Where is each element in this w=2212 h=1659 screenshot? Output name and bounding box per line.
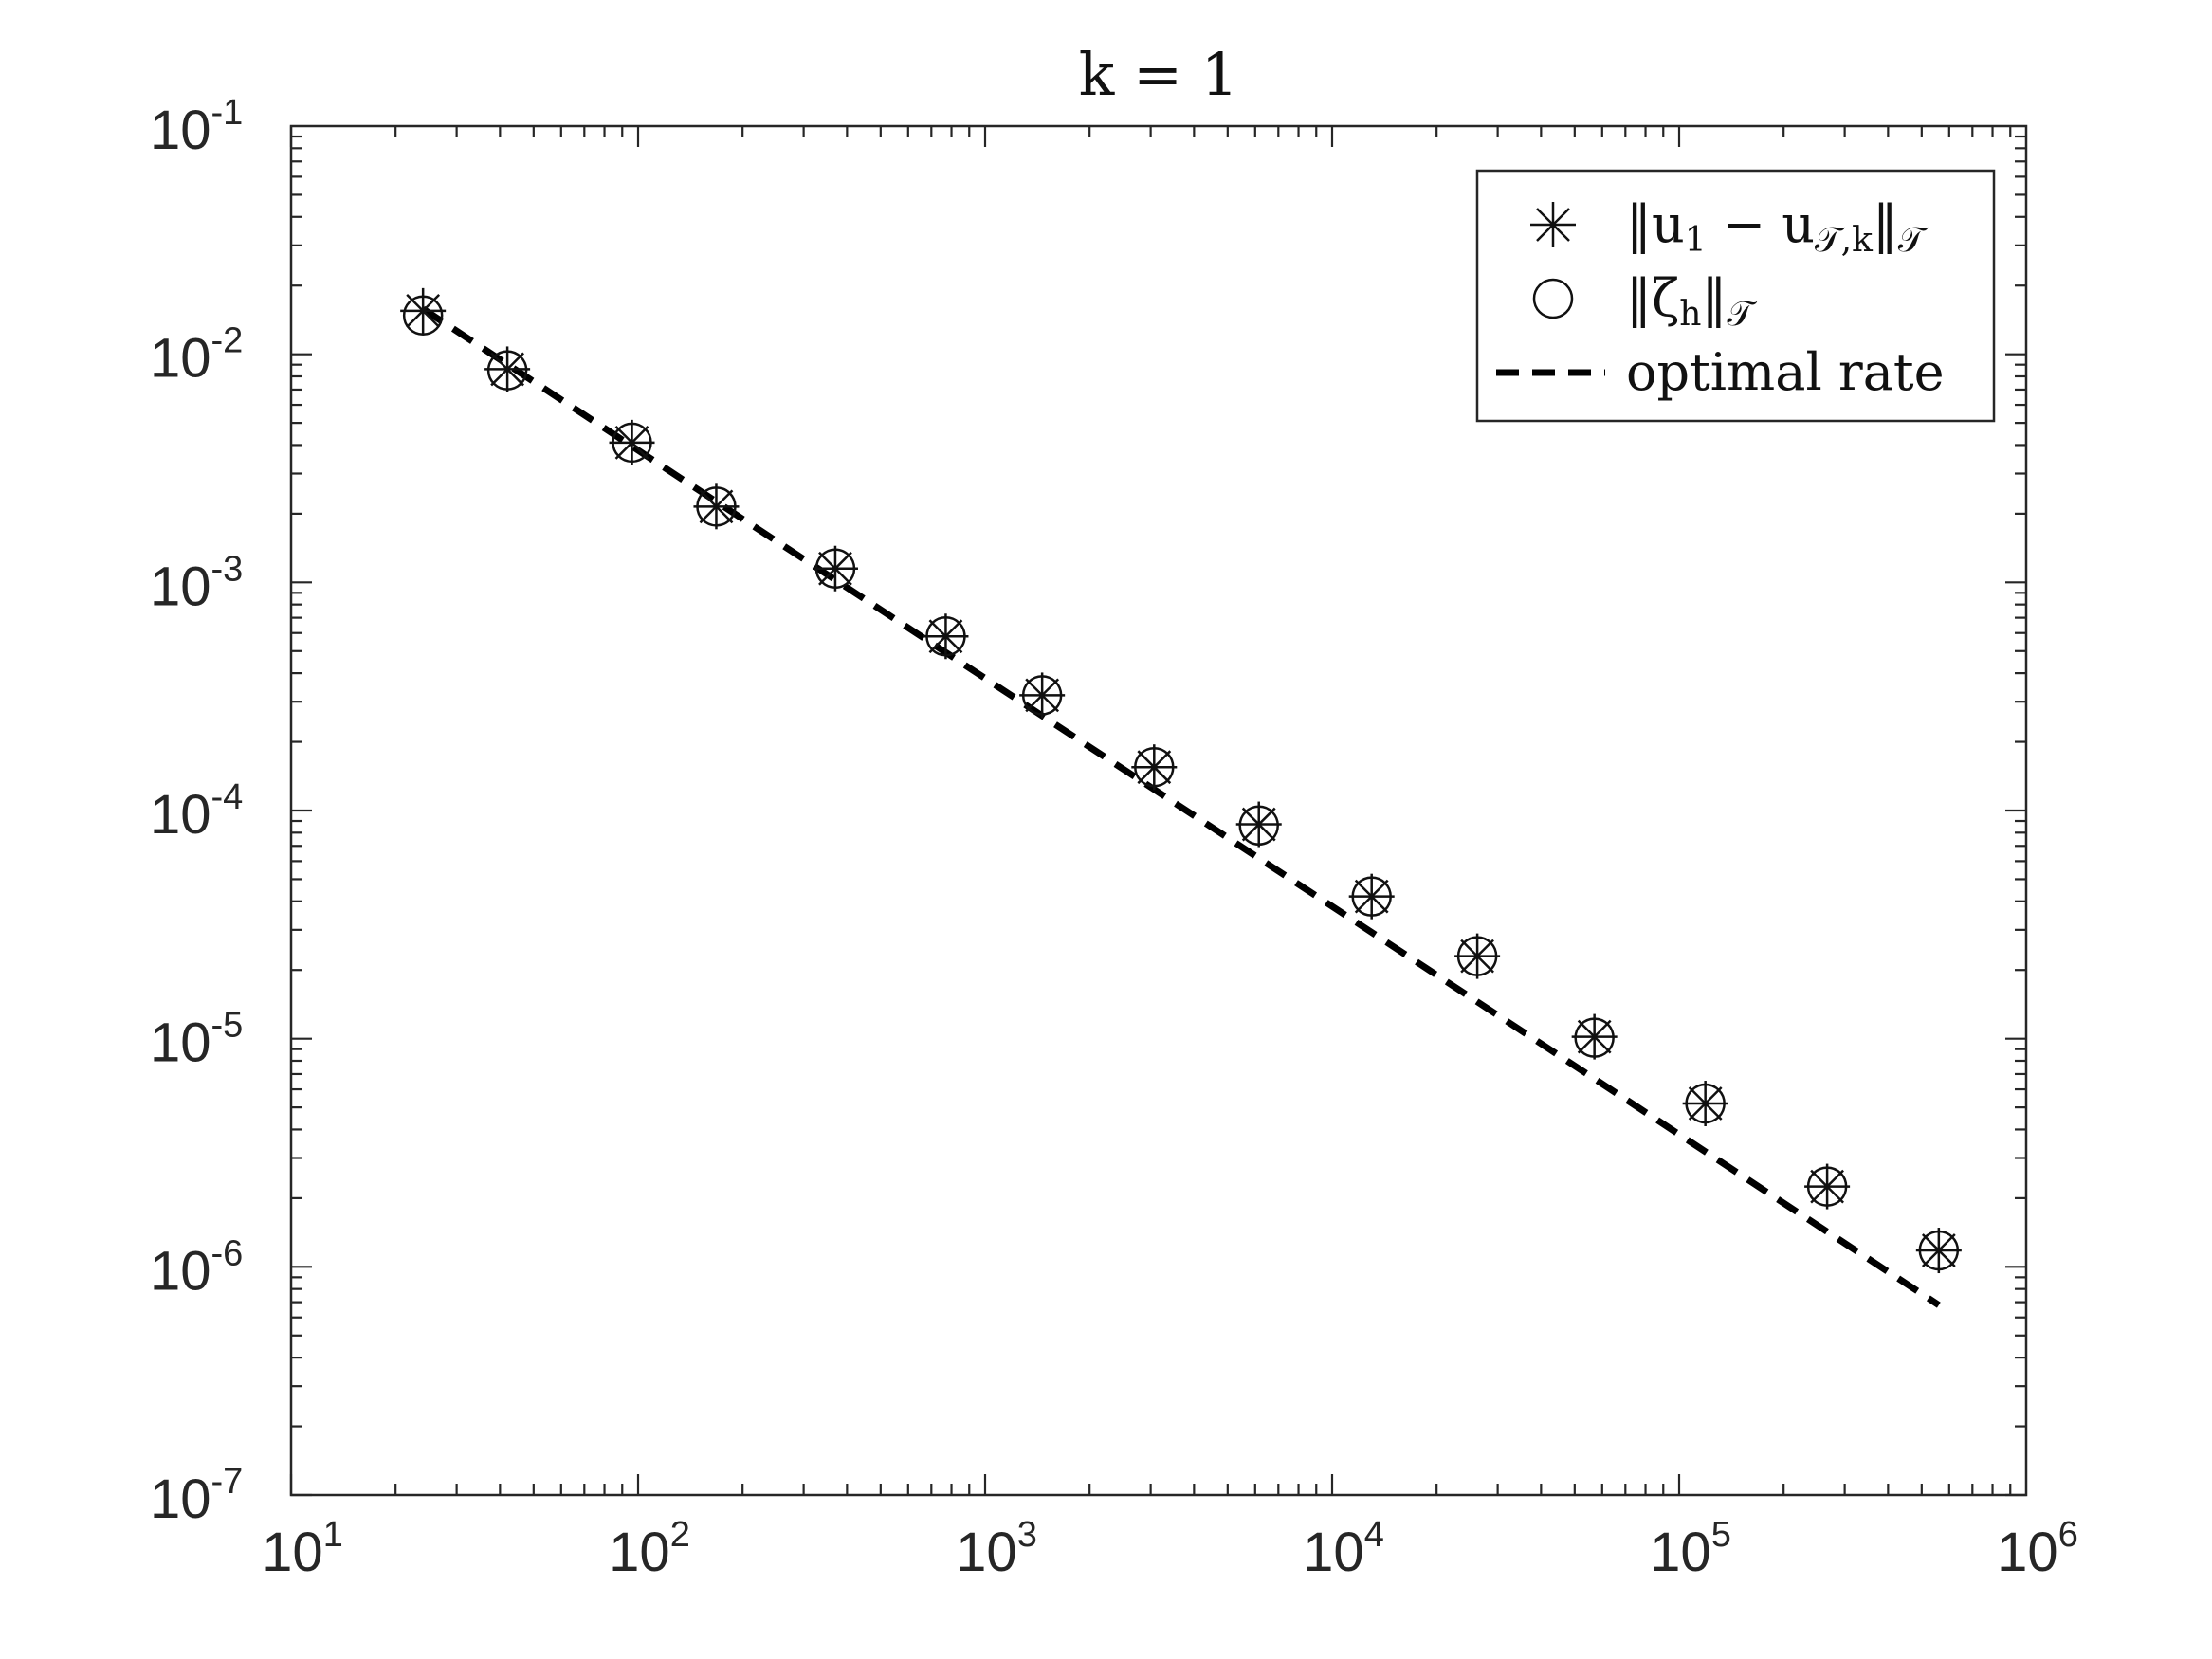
star-marker bbox=[1348, 873, 1395, 920]
y-tick-label: 10-5 bbox=[150, 1006, 243, 1074]
star-marker bbox=[1804, 1163, 1851, 1210]
circle-marker bbox=[1456, 936, 1498, 976]
legend-circle-label: ‖ζh‖𝒯 bbox=[1626, 268, 1757, 334]
circle-marker bbox=[612, 422, 652, 464]
axis-ticks bbox=[289, 126, 2026, 1497]
legend-circle-marker bbox=[1532, 278, 1574, 319]
y-tick-label: 10-3 bbox=[150, 549, 243, 617]
y-tick-label: 10-2 bbox=[150, 321, 243, 390]
star-marker bbox=[1131, 744, 1178, 791]
circle-marker bbox=[814, 548, 856, 589]
circle-marker bbox=[486, 350, 528, 391]
circle-marker bbox=[1685, 1083, 1726, 1124]
circle-marker bbox=[1574, 1017, 1615, 1058]
legend-star-label: ‖u1 − u𝒯,k‖𝒯 bbox=[1626, 194, 1929, 260]
optimal-rate-line bbox=[421, 305, 1941, 1308]
star-marker bbox=[484, 346, 531, 392]
star-marker bbox=[1682, 1081, 1728, 1127]
legend-box bbox=[1475, 169, 1996, 423]
circle-marker bbox=[925, 616, 966, 657]
circle-marker bbox=[1134, 746, 1175, 788]
circle-marker bbox=[1918, 1230, 1960, 1271]
circle-marker bbox=[1806, 1166, 1848, 1207]
y-tick-label: 10-6 bbox=[150, 1233, 243, 1302]
star-marker bbox=[609, 419, 655, 465]
plot-area-frame bbox=[289, 124, 2028, 1497]
axis-tick-labels: 101 102 103 104 105 106 10-7 10-6 10-5 10-4 10-3 10… bbox=[150, 93, 2078, 1583]
optimal-rate-line-group bbox=[421, 305, 1941, 1308]
star-marker bbox=[1915, 1228, 1962, 1274]
star-marker bbox=[812, 545, 858, 592]
marker-group bbox=[400, 287, 1962, 1274]
x-tick-label: 101 bbox=[262, 1515, 343, 1583]
y-tick-label: 10-4 bbox=[150, 777, 243, 846]
circle-marker bbox=[1351, 876, 1392, 917]
x-tick-label: 105 bbox=[1650, 1515, 1731, 1583]
legend-line-label: optimal rate bbox=[1626, 342, 1945, 402]
y-tick-label: 10-1 bbox=[150, 93, 243, 161]
circle-marker bbox=[1021, 675, 1063, 716]
circle-marker bbox=[696, 486, 737, 527]
star-marker bbox=[1454, 933, 1501, 979]
chart-title: k = 1 bbox=[1079, 40, 1238, 109]
x-tick-label: 102 bbox=[609, 1515, 690, 1583]
x-tick-label: 103 bbox=[956, 1515, 1037, 1583]
circle-marker bbox=[1238, 805, 1279, 847]
circle-marker bbox=[402, 295, 444, 336]
x-tick-label: 104 bbox=[1303, 1515, 1384, 1583]
star-marker bbox=[1019, 672, 1066, 719]
star-marker bbox=[923, 613, 969, 660]
x-tick-label: 106 bbox=[1997, 1515, 2078, 1583]
y-tick-label: 10-7 bbox=[150, 1462, 243, 1530]
legend-star-marker bbox=[1530, 202, 1576, 247]
legend: ‖u1 − u𝒯,k‖𝒯 ‖ζh‖𝒯 optimal rate bbox=[1475, 169, 1996, 423]
star-marker bbox=[1235, 801, 1282, 848]
star-marker bbox=[1571, 1013, 1618, 1060]
star-marker bbox=[693, 483, 740, 530]
